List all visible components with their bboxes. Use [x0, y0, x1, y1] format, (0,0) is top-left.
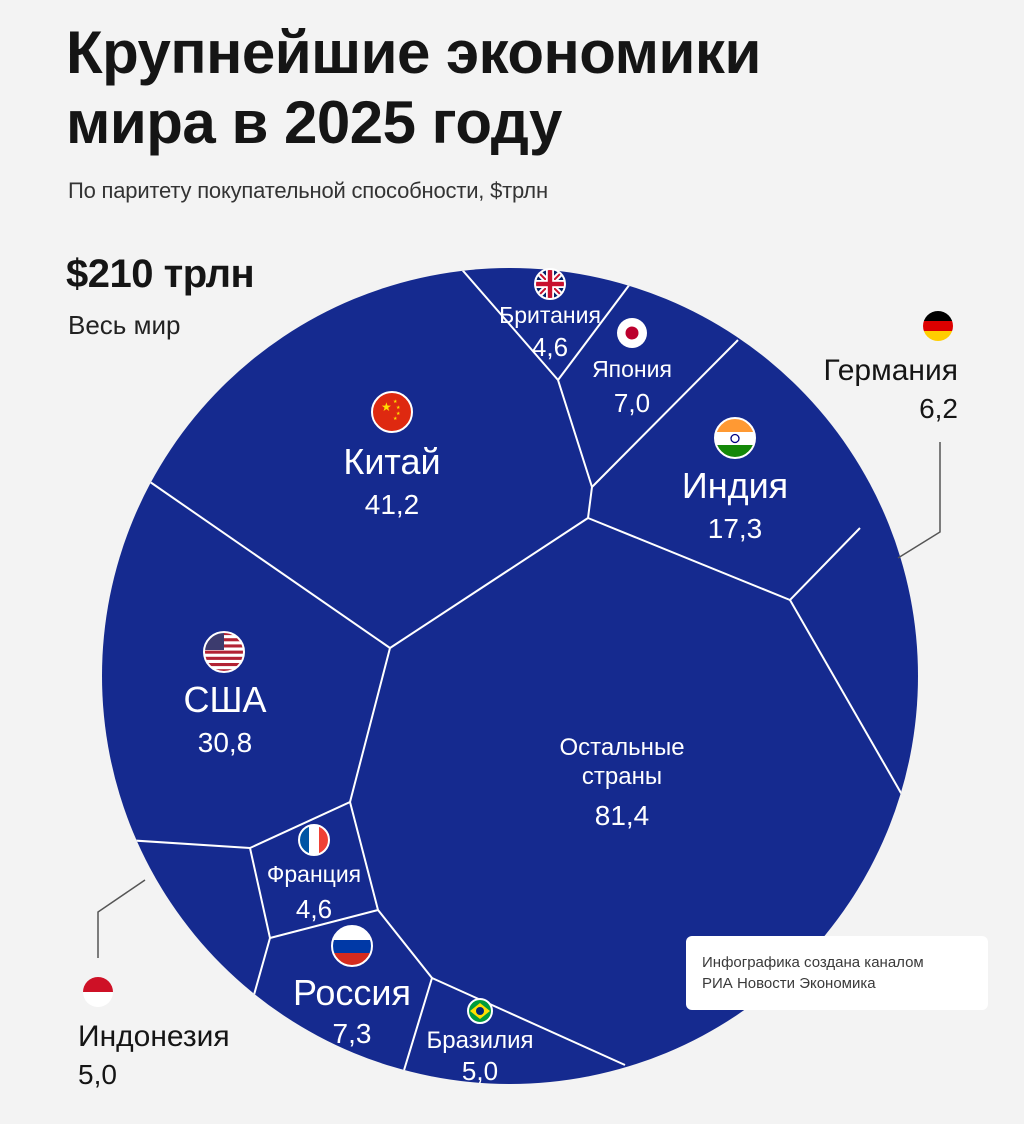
credit-line-1: Инфографика создана каналом [702, 954, 924, 971]
flag-china-icon: ★ ★ ★ ★ ★ [371, 391, 413, 433]
flag-france-icon [298, 824, 330, 856]
flag-brazil-icon [467, 998, 493, 1024]
label-china: Китай [343, 441, 440, 482]
title-line-2: мира в 2025 году [66, 89, 562, 156]
label-brazil: Бразилия [427, 1027, 534, 1054]
label-india: Индия [682, 465, 788, 506]
svg-text:★: ★ [393, 399, 398, 405]
border-germany-rest [789, 599, 906, 801]
value-japan: 7,0 [614, 388, 650, 418]
world-total-label: Весь мир [68, 310, 181, 340]
flag-usa-icon [203, 631, 245, 673]
border-china-usa [139, 474, 593, 650]
value-germany: 6,2 [919, 393, 958, 424]
value-brazil: 5,0 [462, 1056, 498, 1086]
label-france: Франция [267, 861, 361, 887]
label-indonesia: Индонезия [78, 1020, 230, 1053]
value-britain: 4,6 [532, 332, 568, 362]
svg-text:★: ★ [396, 405, 401, 411]
svg-text:★: ★ [396, 411, 401, 417]
svg-text:★: ★ [381, 400, 392, 414]
world-total-value: $210 трлн [66, 252, 255, 296]
label-germany: Германия [824, 354, 959, 387]
flag-india-icon [714, 417, 756, 459]
germany-leader-line [897, 442, 941, 559]
value-usa: 30,8 [198, 727, 253, 758]
flag-germany-icon [923, 311, 953, 341]
border-britain-japan [557, 283, 631, 381]
value-india: 17,3 [708, 513, 763, 544]
svg-text:★: ★ [393, 416, 398, 422]
label-britain: Британия [499, 302, 601, 328]
title-line-1: Крупнейшие экономики [66, 19, 761, 86]
chart-subtitle: По паритету покупательной способности, $… [68, 178, 548, 203]
chart-title: Крупнейшие экономики мира в 2025 году [66, 18, 761, 158]
border-france [249, 801, 380, 940]
label-rest-line-1: Остальные [559, 734, 684, 761]
credit-line-2: РИА Новости Экономика [702, 975, 876, 992]
value-france: 4,6 [296, 894, 332, 924]
flag-russia-icon [331, 925, 373, 967]
border-brazil-rest [431, 977, 626, 1066]
flag-uk-icon [534, 268, 566, 300]
treemap-circle [102, 268, 918, 1084]
flag-indonesia-icon [83, 977, 113, 1007]
value-indonesia: 5,0 [78, 1059, 117, 1090]
credit-box: Инфографика создана каналом РИА Новости … [686, 936, 988, 1010]
flag-japan-icon [617, 318, 647, 348]
value-rest: 81,4 [595, 800, 650, 831]
value-china: 41,2 [365, 489, 420, 520]
border-japan-india [591, 339, 739, 488]
value-russia: 7,3 [333, 1018, 372, 1049]
label-rest-line-2: страны [582, 763, 662, 790]
label-russia: Россия [293, 972, 411, 1013]
label-usa: США [183, 679, 266, 720]
label-japan: Япония [592, 356, 672, 382]
indonesia-leader-line [97, 879, 146, 958]
